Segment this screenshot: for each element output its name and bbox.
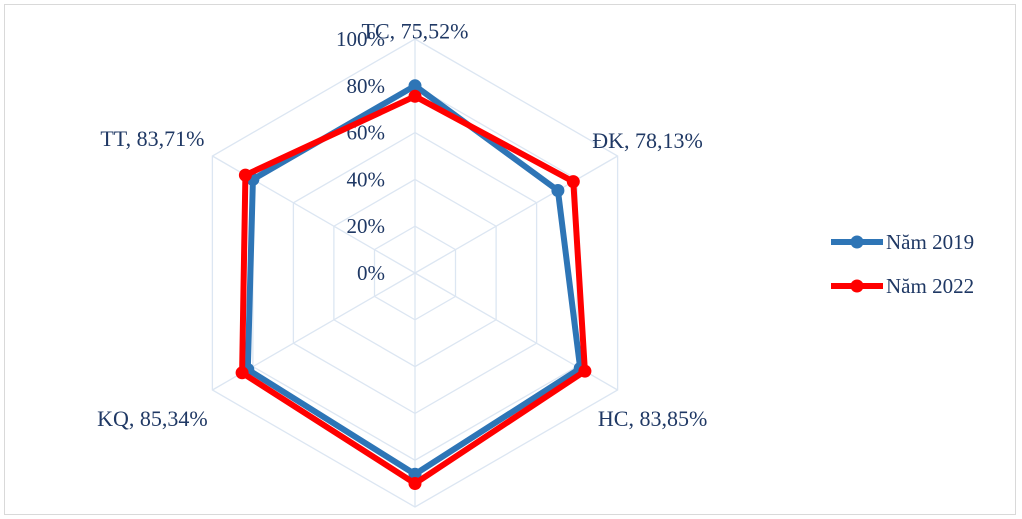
tick-label: 20% xyxy=(347,214,386,238)
tick-label: 40% xyxy=(347,167,386,191)
tick-label: 100% xyxy=(336,27,385,51)
data-point xyxy=(551,184,565,197)
chart-frame: 0% 20% 40% 60% 80% 100% TC, 75,52% ĐK, 78,13% H… xyxy=(4,4,1016,515)
data-point xyxy=(578,364,592,378)
data-point xyxy=(408,477,422,490)
radar-grid xyxy=(211,38,619,508)
data-point xyxy=(235,366,249,380)
legend: Năm 2019 Năm 2022 xyxy=(831,230,974,298)
tick-label: 0% xyxy=(357,261,385,285)
category-label: ĐK, 78,13% xyxy=(592,128,703,153)
data-point xyxy=(408,467,422,481)
category-label: HC, 83,85% xyxy=(598,406,707,431)
data-point xyxy=(408,79,422,93)
radar-chart: 0%20%40%60%80%100% TC, 75,52%ĐK, 78,13%H… xyxy=(97,19,974,508)
tick-label: 80% xyxy=(347,74,386,98)
legend-label: Năm 2022 xyxy=(886,274,974,298)
data-point xyxy=(408,89,422,103)
legend-item: Năm 2022 xyxy=(831,274,974,298)
legend-item: Năm 2019 xyxy=(831,230,974,254)
series-line xyxy=(244,82,584,478)
grid-spoke xyxy=(414,155,618,274)
series-2 xyxy=(235,89,592,490)
data-point xyxy=(566,175,580,189)
series-layer xyxy=(235,79,592,490)
legend-swatch-marker xyxy=(850,235,864,249)
legend-label: Năm 2019 xyxy=(886,230,974,254)
radial-tick-labels: 0%20%40%60%80%100% xyxy=(336,27,385,285)
data-point xyxy=(238,168,252,182)
category-label: TC, 75,52% xyxy=(362,19,469,44)
category-labels: TC, 75,52%ĐK, 78,13%HC, 83,85%PV, 89,97%… xyxy=(97,19,707,432)
category-label: KQ, 85,34% xyxy=(97,406,208,431)
legend-swatch-marker xyxy=(850,279,864,293)
category-label: TT, 83,71% xyxy=(100,126,204,151)
